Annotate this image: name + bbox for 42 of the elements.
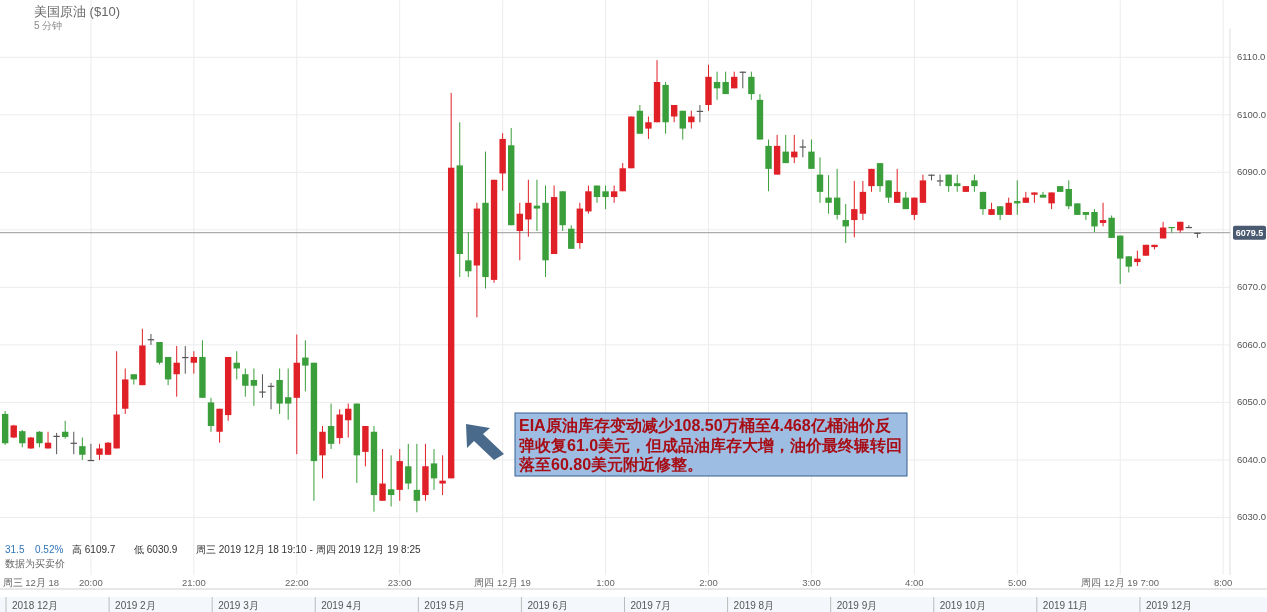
- chart-title: 美国原油 ($10): [34, 4, 120, 19]
- y-tick-label: 6030.0: [1237, 511, 1267, 523]
- x-tick-label: 21:00: [181, 577, 206, 588]
- y-tick-label: 6110.0: [1237, 51, 1266, 63]
- text: 2019 10月: [939, 600, 986, 611]
- text: 2019 7月: [630, 600, 672, 611]
- annotation: 数据为买卖价: [5, 558, 65, 569]
- x-tick-label: 23:00: [387, 577, 412, 588]
- text: 2019 9月: [836, 600, 878, 611]
- annotation: 0.52%: [35, 544, 64, 555]
- text: 2019 4月: [321, 600, 362, 611]
- y-tick-label: 6100.0: [1237, 108, 1267, 120]
- text: 2019 8月: [733, 600, 775, 611]
- x-tick-label: 2:00: [699, 577, 718, 588]
- annotation: 低 6030.9: [134, 544, 178, 555]
- text: 2019 12月: [1145, 600, 1193, 611]
- annotation: 高 6109.7: [72, 544, 116, 555]
- y-tick-label: 6070.0: [1237, 281, 1267, 293]
- text: 2018 12月: [12, 600, 59, 611]
- y-tick-label: 6060.0: [1237, 338, 1267, 350]
- x-tick-label: 3:00: [802, 577, 821, 588]
- x-tick-label: 周四 12月 19: [474, 577, 531, 588]
- annotation: 31.5: [5, 544, 25, 555]
- y-tick-label: 6040.0: [1237, 453, 1267, 465]
- x-tick-label: 周四 12月 19 7:00: [1081, 577, 1159, 588]
- x-tick-label: 周三 12月 18: [2, 577, 60, 588]
- x-tick-label: 5:00: [1008, 577, 1027, 588]
- x-tick-label: 1:00: [596, 577, 615, 588]
- y-tick-label: 6050.0: [1237, 396, 1267, 408]
- chart-subtitle: 5 分钟: [34, 20, 63, 31]
- text: 2019 2月: [115, 600, 156, 611]
- text: 2019 3月: [218, 600, 259, 611]
- y-tick-label: 6090.0: [1237, 166, 1267, 178]
- x-tick-label: 20:00: [79, 577, 103, 588]
- text: 2019 6月: [527, 600, 569, 611]
- x-tick-label: 22:00: [284, 577, 309, 588]
- x-tick-label: 8:00: [1213, 577, 1233, 588]
- annotation: 周三 2019 12月 18 19:10 - 周四 2019 12月 19 8:25: [196, 544, 422, 555]
- ref-line-label: 6079.5: [1235, 228, 1264, 239]
- text: 2019 5月: [424, 600, 465, 611]
- x-tick-label: 4:00: [905, 577, 924, 588]
- text: 2019 11月: [1042, 600, 1089, 611]
